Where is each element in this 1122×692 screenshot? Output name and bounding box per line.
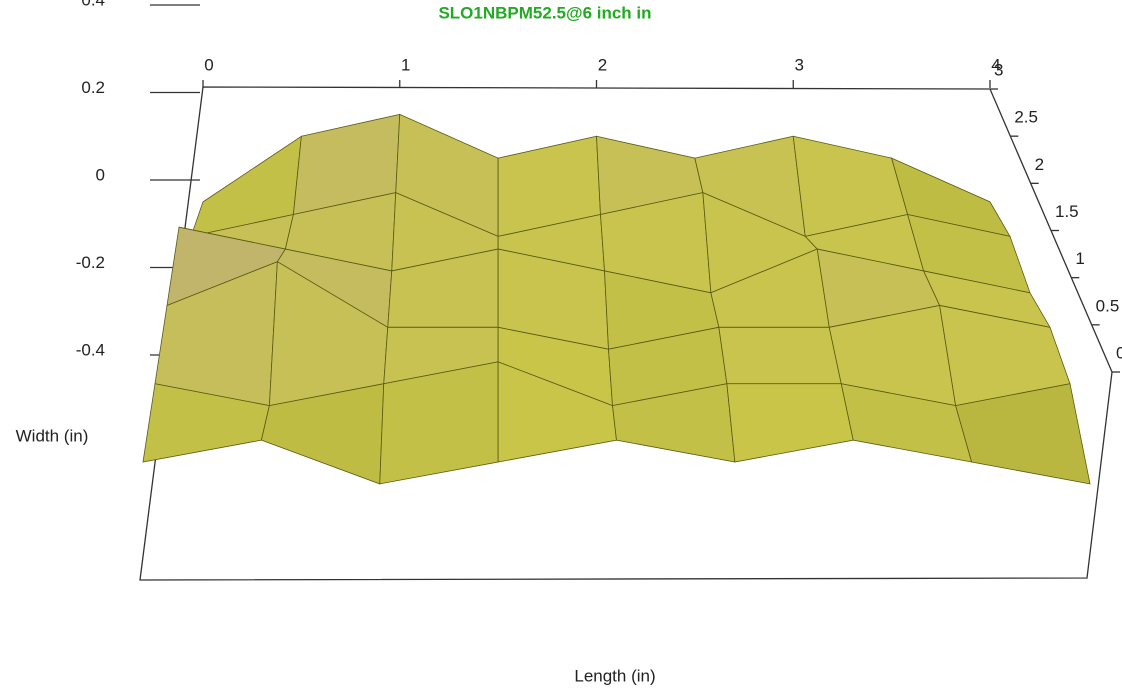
surface-patch bbox=[718, 326, 842, 385]
y-tick-label: 2.5 bbox=[1014, 108, 1038, 127]
z-tick-label: -0.4 bbox=[76, 340, 105, 359]
y-tick-label: 1 bbox=[1075, 249, 1084, 268]
x-tick-label: 1 bbox=[401, 55, 410, 74]
x-tick-label: 3 bbox=[795, 55, 804, 74]
chart-title: SLO1NBPM52.5@6 inch in bbox=[438, 3, 651, 22]
y-tick-label: 1.5 bbox=[1055, 202, 1079, 221]
z-tick-label: 0.2 bbox=[81, 78, 105, 97]
x-tick-label: 0 bbox=[204, 55, 213, 74]
y-tick-label: 2 bbox=[1035, 155, 1044, 174]
box-frame bbox=[139, 86, 1113, 581]
x-axis-label: Length (in) bbox=[574, 666, 655, 685]
x-tick-label: 2 bbox=[598, 55, 607, 74]
surface-patch bbox=[726, 383, 854, 463]
z-tick-label: -0.2 bbox=[76, 253, 105, 272]
surface-patch bbox=[955, 383, 1091, 485]
y-axis-label: Width (in) bbox=[16, 426, 89, 445]
z-tick-label: 0.4 bbox=[81, 0, 105, 9]
z-tick-label: 0 bbox=[96, 165, 105, 184]
x-tick-label: 4 bbox=[991, 55, 1000, 74]
y-tick-label: 0 bbox=[1116, 343, 1122, 362]
y-tick-label: 0.5 bbox=[1096, 296, 1120, 315]
y-tick-label: 3 bbox=[994, 60, 1003, 79]
